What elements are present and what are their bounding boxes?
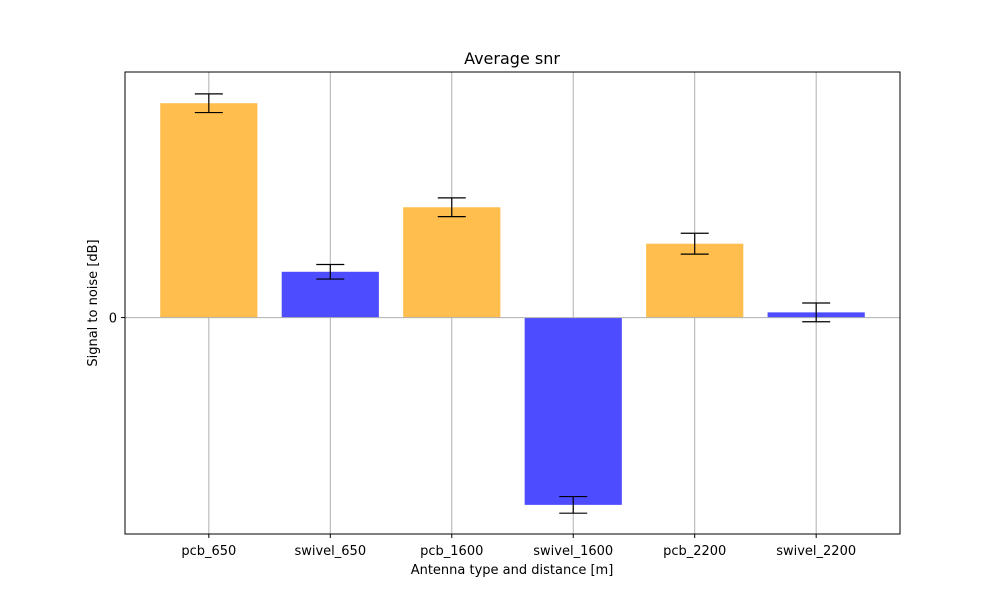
chart-title: Average snr [464,49,560,68]
x-tick-label: pcb_650 [181,544,236,559]
x-tick-label: swivel_1600 [533,544,613,559]
plot-frame [124,71,901,535]
bar-pcb_650 [160,103,258,318]
bar-pcb_1600 [403,207,501,318]
x-axis-label: Antenna type and distance [m] [411,563,614,578]
bar-swivel_1600 [524,317,622,505]
x-tick-label: swivel_2200 [776,544,856,559]
bars [160,103,865,505]
x-tick-label: pcb_1600 [420,544,483,559]
bar-pcb_2200 [646,243,744,318]
x-tick-label: pcb_2200 [663,544,726,559]
x-ticks: pcb_650 swivel_650 pcb_1600 swivel_1600 pcb_… [181,534,856,559]
y-axis-label: Signal to noise [dB] [86,239,101,366]
error-bars [194,93,831,514]
x-tick-label: swivel_650 [294,544,366,559]
y-tick-label: 0 [109,312,117,327]
y-ticks: 0 [109,312,125,327]
